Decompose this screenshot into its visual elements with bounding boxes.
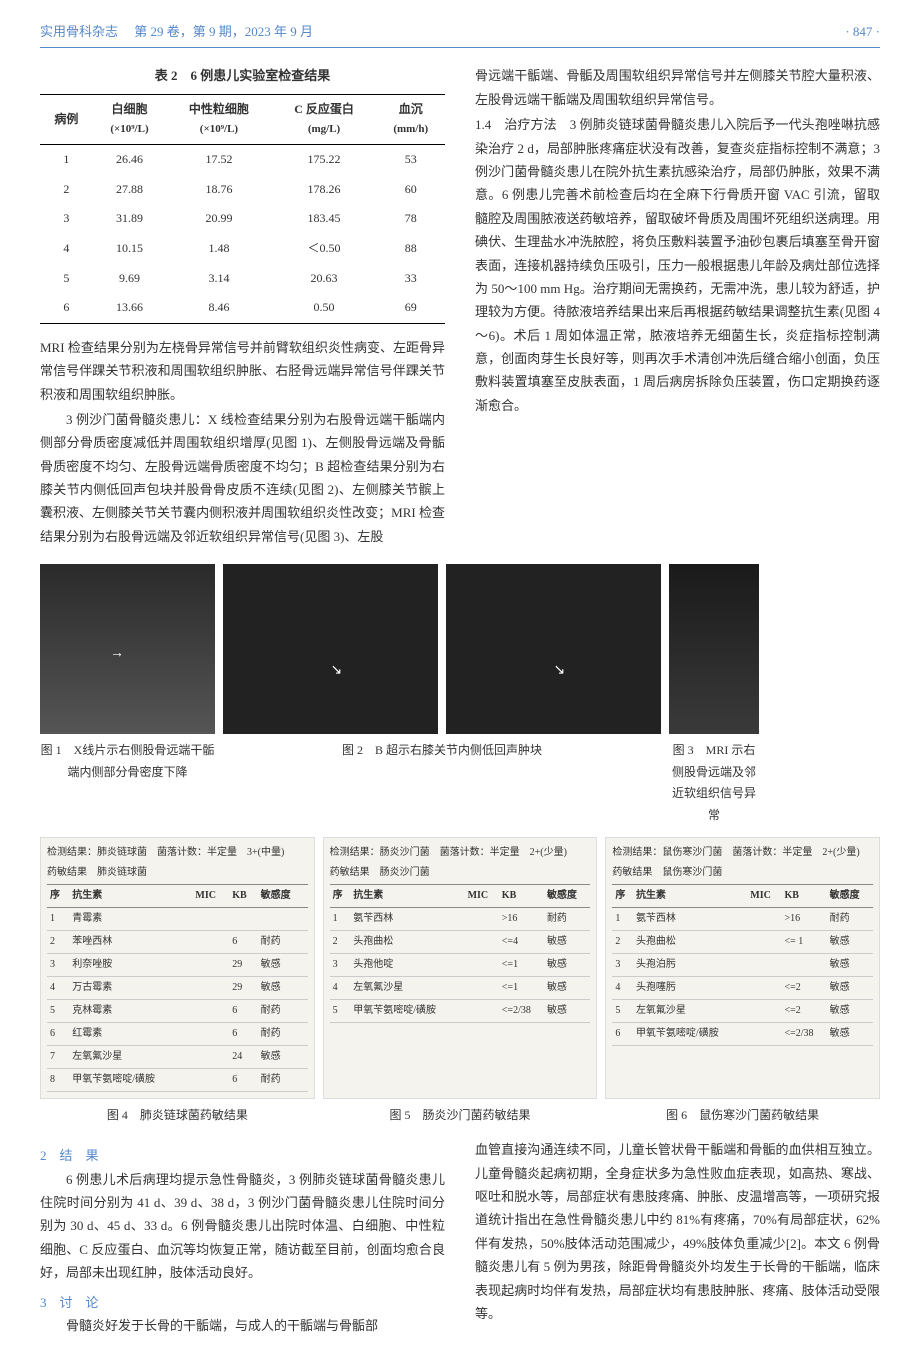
sec3-para-left: 骨髓炎好发于长骨的干骺端，与成人的干骺端与骨骺部 [40,1314,445,1337]
table2-cell: 26.46 [93,145,167,175]
table2-cell: 20.63 [272,264,377,294]
section-3-heading: 3 讨 论 [40,1291,445,1314]
table2-cell: 17.52 [166,145,271,175]
table2-cell: 183.45 [272,204,377,234]
figure-caption: 图 1 X线片示右侧股骨远端干骺端内侧部分骨密度下降 [40,740,215,826]
table2-cell: 1 [40,145,93,175]
table2-cell: 3 [40,204,93,234]
table2-row: 126.4617.52175.2253 [40,145,445,175]
table2-cell: 53 [376,145,445,175]
table2-title: 表 2 6 例患儿实验室检查结果 [40,64,445,87]
table2-header-cell: 中性粒细胞(×10⁹/L) [166,94,271,144]
issue-info: 第 29 卷，第 9 期，2023 年 9 月 [134,24,313,39]
table2-row: 227.8818.76178.2660 [40,175,445,205]
lower-content: 2 结 果 6 例患儿术后病理均提示急性骨髓炎，3 例肺炎链球菌骨髓炎患儿住院时… [40,1138,880,1339]
table2-cell: 178.26 [272,175,377,205]
sec3-para-right: 血管直接沟通连续不同，儿童长管状骨干骺端和骨骺的血供相互独立。儿童骨髓炎起病初期… [475,1138,880,1325]
table2-cell: 69 [376,293,445,323]
table2-cell: 60 [376,175,445,205]
journal-info: 实用骨科杂志 第 29 卷，第 9 期，2023 年 9 月 [40,20,313,43]
table2-cell: 6 [40,293,93,323]
drug-captions-row: 图 4 肺炎链球菌药敏结果图 5 肠炎沙门菌药敏结果图 6 鼠伤寒沙门菌药敏结果 [40,1105,880,1127]
table2-cell: 8.46 [166,293,271,323]
section-2-heading: 2 结 果 [40,1144,445,1167]
s14-text: 3 例肺炎链球菌骨髓炎患儿入院后予一代头孢唑啉抗感染治疗 2 d，局部肿胀疼痛症… [475,117,880,413]
table2-cell: 4 [40,234,93,264]
table2-cell: 18.76 [166,175,271,205]
s14-label: 1.4 治疗方法 [475,117,557,132]
table2-cell: 31.89 [93,204,167,234]
right-para-1: 骨远端干骺端、骨骺及周围软组织异常信号并左侧膝关节腔大量积液、左股骨远端干骺端及… [475,64,880,111]
sec2-num: 2 [40,1148,47,1163]
figure-image [669,564,759,734]
drug-sensitivity-table: 检测结果：鼠伤寒沙门菌 菌落计数：半定量 2+(少量)药敏结果 鼠伤寒沙门菌序抗… [605,837,880,1099]
sec3-title: 讨 论 [60,1295,99,1310]
table2-cell: 5 [40,264,93,294]
page-number: · 847 · [845,20,880,43]
table2-cell: 78 [376,204,445,234]
table2-row: 410.151.48＜0.5088 [40,234,445,264]
table2-cell: 33 [376,264,445,294]
table2-header-cell: 白细胞(×10⁹/L) [93,94,167,144]
table2: 病例白细胞(×10⁹/L)中性粒细胞(×10⁹/L)C 反应蛋白(mg/L)血沉… [40,94,445,324]
table2-cell: 27.88 [93,175,167,205]
left-para-2: 3 例沙门菌骨髓炎患儿：X 线检查结果分别为右股骨远端干骺端内侧部分骨质密度减低… [40,408,445,548]
figures-row: →↘↘ [40,564,880,734]
drug-tables-row: 检测结果：肺炎链球菌 菌落计数：半定量 3+(中量)药敏结果 肺炎链球菌序抗生素… [40,837,880,1099]
figure-image: → [40,564,215,734]
table2-row: 331.8920.99183.4578 [40,204,445,234]
table2-header-cell: 血沉(mm/h) [376,94,445,144]
upper-content: 表 2 6 例患儿实验室检查结果 病例白细胞(×10⁹/L)中性粒细胞(×10⁹… [40,64,880,550]
drug-table-caption: 图 4 肺炎链球菌药敏结果 [40,1105,315,1127]
table2-cell: 0.50 [272,293,377,323]
drug-table-caption: 图 5 肠炎沙门菌药敏结果 [323,1105,598,1127]
table2-header-cell: 病例 [40,94,93,144]
table2-row: 59.693.1420.6333 [40,264,445,294]
table2-cell: 1.48 [166,234,271,264]
sec2-title: 结 果 [60,1148,99,1163]
table2-row: 613.668.460.5069 [40,293,445,323]
sec2-para: 6 例患儿术后病理均提示急性骨髓炎，3 例肺炎链球菌骨髓炎患儿住院时间分别为 4… [40,1168,445,1285]
sec3-num: 3 [40,1295,47,1310]
left-para-1: MRI 检查结果分别为左桡骨异常信号并前臂软组织炎性病变、左距骨异常信号伴踝关节… [40,336,445,406]
table2-cell: 20.99 [166,204,271,234]
table2-cell: 3.14 [166,264,271,294]
figure-caption: 图 3 MRI 示右侧股骨远端及邻近软组织信号异常 [669,740,759,826]
left-column: 表 2 6 例患儿实验室检查结果 病例白细胞(×10⁹/L)中性粒细胞(×10⁹… [40,64,445,550]
table2-header-cell: C 反应蛋白(mg/L) [272,94,377,144]
figure-caption: 图 2 B 超示右膝关节内侧低回声肿块 [223,740,661,826]
right-column: 骨远端干骺端、骨骺及周围软组织异常信号并左侧膝关节腔大量积液、左股骨远端干骺端及… [475,64,880,550]
figure-image: ↘ [223,564,438,734]
table2-cell: 10.15 [93,234,167,264]
drug-sensitivity-table: 检测结果：肺炎链球菌 菌落计数：半定量 3+(中量)药敏结果 肺炎链球菌序抗生素… [40,837,315,1099]
journal-name: 实用骨科杂志 [40,24,118,39]
figure-captions: 图 1 X线片示右侧股骨远端干骺端内侧部分骨密度下降图 2 B 超示右膝关节内侧… [40,740,880,826]
drug-sensitivity-table: 检测结果：肠炎沙门菌 菌落计数：半定量 2+(少量)药敏结果 肠炎沙门菌序抗生素… [323,837,598,1099]
table2-cell: 88 [376,234,445,264]
lower-right-column: 血管直接沟通连续不同，儿童长管状骨干骺端和骨骺的血供相互独立。儿童骨髓炎起病初期… [475,1138,880,1339]
figure-image: ↘ [446,564,661,734]
drug-table-caption: 图 6 鼠伤寒沙门菌药敏结果 [605,1105,880,1127]
table2-cell: 175.22 [272,145,377,175]
table2-cell: 2 [40,175,93,205]
page-header: 实用骨科杂志 第 29 卷，第 9 期，2023 年 9 月 · 847 · [40,20,880,48]
section-1-4: 1.4 治疗方法 3 例肺炎链球菌骨髓炎患儿入院后予一代头孢唑啉抗感染治疗 2 … [475,113,880,417]
table2-cell: 13.66 [93,293,167,323]
lower-left-column: 2 结 果 6 例患儿术后病理均提示急性骨髓炎，3 例肺炎链球菌骨髓炎患儿住院时… [40,1138,445,1339]
table2-cell: 9.69 [93,264,167,294]
table2-cell: ＜0.50 [272,234,377,264]
